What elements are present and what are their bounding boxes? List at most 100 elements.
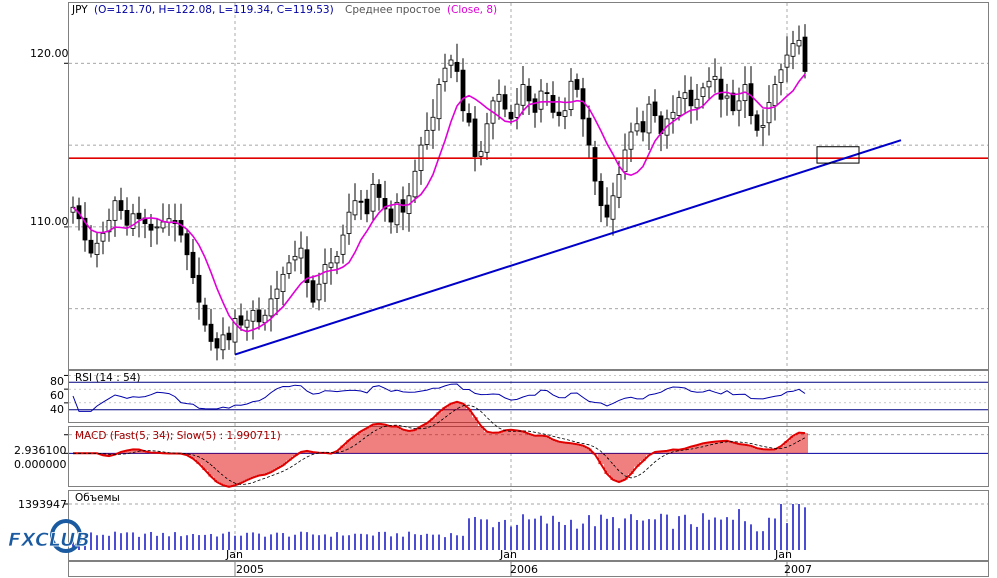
candles — [70, 24, 808, 361]
chart-header: JPY (O=121.70, H=122.08, L=119.34, C=119… — [71, 4, 497, 16]
candle-body — [676, 97, 682, 116]
candle-body — [148, 223, 154, 231]
candle-body — [628, 131, 634, 150]
candle-body — [574, 79, 580, 90]
candle-body — [724, 95, 730, 99]
x-month-label-3: Jan — [774, 548, 792, 561]
candle-body — [178, 220, 184, 236]
candle-body — [520, 84, 526, 106]
overlays — [69, 73, 988, 488]
candle-body — [670, 111, 676, 119]
candle-body — [430, 116, 436, 131]
candle-body — [202, 304, 208, 326]
candle-body — [772, 84, 778, 107]
macd-line — [73, 400, 806, 488]
candle-body — [526, 85, 532, 102]
annotation-box — [816, 146, 860, 164]
candle-body — [340, 234, 346, 255]
ohlc-values: (O=121.70, H=122.08, L=119.34, C=119.53) — [94, 4, 334, 16]
candle-body — [256, 309, 262, 323]
candle-body — [184, 233, 190, 256]
candle-body — [268, 298, 274, 317]
candle-body — [622, 149, 628, 173]
candle-body — [346, 211, 352, 234]
candle-body — [376, 184, 382, 198]
candle-body — [322, 264, 328, 284]
rsi-line — [72, 383, 806, 412]
rsi-tick-80: 80 — [50, 375, 64, 388]
candle-body — [604, 204, 610, 218]
macd-label: MACD (Fast(5, 34); Slow(5) : 1.990711) — [75, 430, 281, 442]
candle-body — [544, 92, 550, 95]
candle-body — [688, 89, 694, 107]
candle-body — [592, 147, 598, 182]
candle-body — [412, 170, 418, 198]
candle-body — [160, 221, 166, 229]
candle-body — [562, 110, 568, 117]
candle-body — [454, 61, 460, 72]
indicator-params: (Close, 8) — [447, 4, 497, 16]
macd-signal-line — [73, 404, 806, 485]
candle-body — [436, 84, 442, 120]
candle-body — [640, 121, 646, 133]
volume-bars — [72, 504, 806, 550]
candle-body — [748, 83, 754, 117]
fxclub-logo: FXCLUB — [8, 519, 90, 553]
rsi-label: RSI (14 : 54) — [75, 372, 141, 384]
indicator-name: Среднее простое — [345, 4, 441, 16]
candle-body — [802, 36, 808, 72]
candle-body — [388, 208, 394, 223]
candle-body — [238, 315, 244, 326]
candle-body — [634, 123, 640, 132]
candle-body — [226, 332, 232, 341]
x-year-label-1: 2005 — [236, 563, 264, 576]
candle-body — [112, 200, 118, 221]
rsi-panel — [68, 370, 989, 423]
candle-body — [364, 198, 370, 215]
candle-body — [730, 92, 736, 112]
trendline — [234, 139, 902, 356]
candle-body — [310, 280, 316, 303]
candle-body — [694, 98, 700, 109]
candle-body — [616, 174, 622, 198]
candle-body — [760, 125, 766, 128]
candle-body — [82, 217, 88, 241]
x-year-label-2: 2006 — [510, 563, 538, 576]
symbol-label: JPY — [71, 4, 88, 16]
candle-body — [298, 247, 304, 259]
candle-body — [508, 111, 514, 120]
logo-text: FXCLUB — [8, 529, 90, 551]
candle-body — [88, 239, 94, 254]
candle-body — [394, 201, 400, 226]
x-month-label-2: Jan — [499, 548, 517, 561]
candle-body — [94, 242, 100, 255]
candle-body — [718, 78, 724, 100]
candle-body — [646, 103, 652, 134]
x-year-label-3: 2007 — [784, 563, 812, 576]
candle-body — [196, 274, 202, 303]
candle-body — [682, 92, 688, 99]
y-tick-label-110: 110.00 — [30, 215, 69, 228]
candle-body — [334, 255, 340, 264]
candle-body — [538, 90, 544, 110]
candle-body — [532, 98, 538, 113]
candle-body — [124, 210, 130, 226]
candle-body — [460, 69, 466, 112]
rsi-tick-40: 40 — [50, 403, 64, 416]
candle-body — [466, 113, 472, 123]
candle-body — [190, 251, 196, 279]
candle-body — [556, 111, 562, 117]
candle-body — [358, 200, 364, 203]
macd-tick-zero: 0.000000 — [14, 458, 67, 471]
candle-body — [304, 249, 310, 283]
candle-body — [796, 39, 802, 47]
candle-body — [586, 117, 592, 146]
x-month-label-1: Jan — [225, 548, 243, 561]
candle-body — [472, 118, 478, 157]
candle-body — [352, 200, 358, 216]
candle-body — [736, 100, 742, 111]
candle-body — [784, 54, 790, 68]
time-axis — [68, 561, 989, 577]
candle-body — [652, 101, 658, 117]
